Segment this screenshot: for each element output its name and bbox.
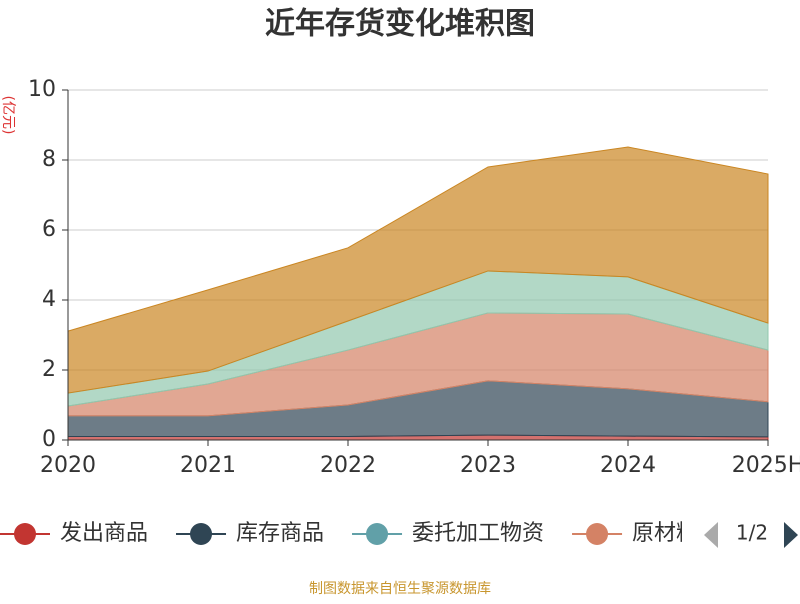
y-tick-label: 10 [28,77,56,102]
legend-marker [586,523,609,545]
area [67,146,769,394]
y-axis-label: (亿元) [0,96,16,135]
y-tick-label: 2 [42,357,56,382]
legend-marker [366,523,389,545]
legend-marker [190,523,213,545]
x-tick-label: 2020 [40,453,96,478]
y-tick-label: 8 [42,147,56,172]
legend-next[interactable] [784,522,798,548]
legend-label: 发出商品 [60,521,148,546]
y-tick-label: 0 [42,427,56,452]
y-tick-label: 4 [42,287,56,312]
legend-marker [14,523,36,545]
x-tick-label: 2021 [180,453,236,478]
chart-title: 近年存货变化堆积图 [265,7,535,42]
y-tick-label: 6 [42,217,56,242]
x-tick-label: 2025H [732,453,800,478]
legend-label: 库存商品 [236,521,324,546]
legend: 发出商品 库存商品 委托加工物资 原材料 [0,521,698,546]
legend-prev[interactable] [704,522,718,548]
x-tick-label: 2024 [600,453,656,478]
legend-label: 委托加工物资 [412,521,544,546]
legend-label: 原材料 [632,521,698,546]
x-tick-label: 2023 [460,453,516,478]
legend-page: 1/2 [736,521,768,545]
x-tick-label: 2022 [320,453,376,478]
source-note: 制图数据来自恒生聚源数据库 [309,581,491,597]
